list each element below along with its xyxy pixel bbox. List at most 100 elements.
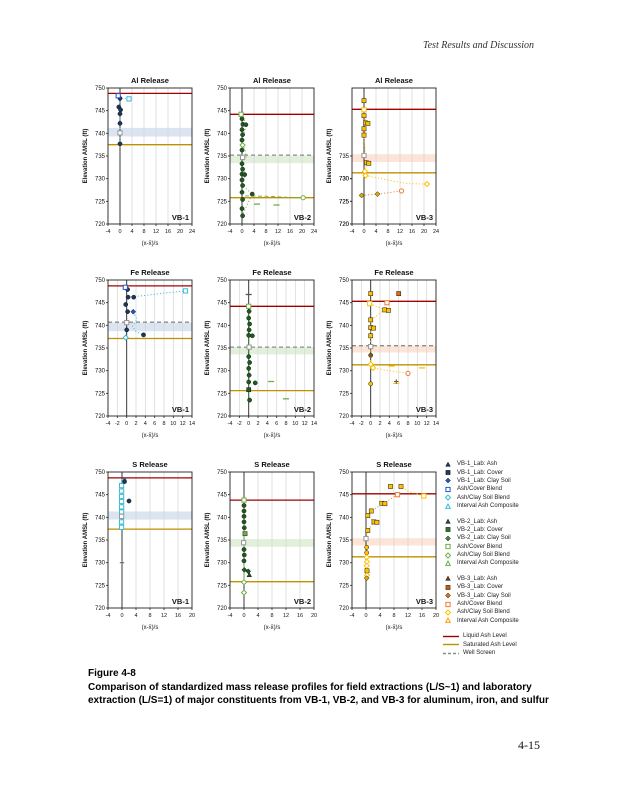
svg-text:20: 20 xyxy=(311,613,317,619)
svg-text:6: 6 xyxy=(397,421,400,427)
svg-text:VB-2: VB-2 xyxy=(294,597,311,606)
svg-text:745: 745 xyxy=(217,493,228,499)
svg-text:12: 12 xyxy=(405,613,411,619)
legend-marker-square-icon xyxy=(445,544,451,550)
svg-text:740: 740 xyxy=(95,131,106,137)
svg-text:-4: -4 xyxy=(350,421,355,427)
svg-text:Fe Release: Fe Release xyxy=(252,268,291,277)
svg-text:12: 12 xyxy=(161,613,167,619)
svg-text:2: 2 xyxy=(134,421,137,427)
legend-marker-triangle-icon xyxy=(445,461,451,467)
svg-text:20: 20 xyxy=(299,229,305,235)
svg-text:750: 750 xyxy=(95,86,106,92)
svg-text:12: 12 xyxy=(275,229,281,235)
legend-item-label: Ash/Cover Blend xyxy=(457,543,503,550)
chart-fe-vb2: 720 725 730 735 740 745 750 -4 -2 0 2 4 6 8 10 12 14 Fe R… xyxy=(202,266,320,458)
svg-text:-4: -4 xyxy=(350,229,355,235)
svg-text:725: 725 xyxy=(339,199,350,205)
svg-text:Elevation AMSL (ft): Elevation AMSL (ft) xyxy=(205,129,211,184)
svg-text:14: 14 xyxy=(189,421,195,427)
svg-text:730: 730 xyxy=(95,369,106,375)
svg-text:750: 750 xyxy=(217,470,228,476)
svg-text:Elevation AMSL (ft): Elevation AMSL (ft) xyxy=(327,513,333,568)
legend-item-label: VB-1_Lab: Cover xyxy=(457,469,504,476)
svg-text:Al Release: Al Release xyxy=(131,76,169,85)
svg-text:8: 8 xyxy=(264,229,267,235)
svg-text:725: 725 xyxy=(217,199,228,205)
svg-text:(x-x̄)/s: (x-x̄)/s xyxy=(142,625,159,631)
svg-text:735: 735 xyxy=(217,346,228,352)
svg-text:12: 12 xyxy=(424,421,430,427)
svg-text:0: 0 xyxy=(120,613,123,619)
legend-marker-square-icon xyxy=(445,486,451,492)
svg-text:24: 24 xyxy=(433,229,439,235)
svg-text:0: 0 xyxy=(362,229,365,235)
svg-text:725: 725 xyxy=(95,391,106,397)
svg-text:8: 8 xyxy=(142,229,145,235)
svg-text:740: 740 xyxy=(217,131,228,137)
legend-item-label: Interval Ash Composite xyxy=(457,560,519,567)
legend-item: VB-3_Lab: Clay Soil xyxy=(442,591,614,599)
svg-text:(x-x̄)/s: (x-x̄)/s xyxy=(386,433,403,439)
svg-text:(x-x̄)/s: (x-x̄)/s xyxy=(142,433,159,439)
svg-text:Al Release: Al Release xyxy=(375,76,413,85)
chart-svg-s-vb1: 720 725 730 735 740 745 750 -4 0 4 8 12 16 20 S Releas… xyxy=(83,460,195,631)
legend-item-label: Ash/Clay Soil Blend xyxy=(457,494,510,501)
svg-text:725: 725 xyxy=(95,583,106,589)
svg-text:VB-1: VB-1 xyxy=(172,405,189,414)
svg-text:740: 740 xyxy=(339,323,350,329)
svg-text:S Release: S Release xyxy=(254,460,289,469)
chart-svg-al-vb1: 720 725 730 735 740 745 750 -4 0 4 8 12 16 20 24 Al Rel… xyxy=(83,76,195,247)
svg-text:10: 10 xyxy=(170,421,176,427)
legend-item: Ash/Cover Blend xyxy=(442,600,614,608)
svg-text:750: 750 xyxy=(339,470,350,476)
legend-item-label: VB-3_Lab: Clay Soil xyxy=(457,592,511,599)
svg-text:20: 20 xyxy=(189,613,195,619)
legend-item: VB-1_Lab: Ash xyxy=(442,460,614,468)
svg-text:745: 745 xyxy=(95,493,106,499)
svg-text:12: 12 xyxy=(397,229,403,235)
svg-text:20: 20 xyxy=(421,229,427,235)
svg-text:720: 720 xyxy=(217,414,228,420)
chart-s-vb3: 720 725 730 735 740 745 750 -4 0 4 8 12 16 20 S Releas… xyxy=(324,458,442,650)
svg-text:-2: -2 xyxy=(359,421,364,427)
svg-text:0: 0 xyxy=(125,421,128,427)
chart-fe-vb3: 720 725 730 735 740 745 750 -4 -2 0 2 4 6 8 10 12 14 Fe R… xyxy=(324,266,442,458)
svg-text:-4: -4 xyxy=(106,421,111,427)
legend-line-dashed-icon xyxy=(443,652,459,654)
legend-line-solid-icon xyxy=(443,635,459,637)
svg-text:6: 6 xyxy=(153,421,156,427)
svg-text:745: 745 xyxy=(339,493,350,499)
svg-text:VB-3: VB-3 xyxy=(416,405,433,414)
legend-marker-triangle-icon xyxy=(445,518,451,524)
figure-caption-block: Figure 4-8 Comparison of standardized ma… xyxy=(88,668,558,707)
legend-item: VB-1_Lab: Cover xyxy=(442,468,614,476)
svg-text:740: 740 xyxy=(95,323,106,329)
svg-text:8: 8 xyxy=(270,613,273,619)
svg-text:VB-2: VB-2 xyxy=(294,213,311,222)
svg-text:16: 16 xyxy=(165,229,171,235)
legend-item-label: VB-2_Lab: Cover xyxy=(457,526,504,533)
svg-text:750: 750 xyxy=(217,278,228,284)
svg-text:720: 720 xyxy=(95,606,106,612)
svg-text:S Release: S Release xyxy=(132,460,167,469)
chart-al-vb2: 720 725 730 735 740 745 750 -4 0 4 8 12 16 20 24 Al Rel… xyxy=(202,74,320,266)
running-header: Test Results and Discussion xyxy=(422,40,534,51)
svg-text:735: 735 xyxy=(339,346,350,352)
svg-text:740: 740 xyxy=(217,323,228,329)
legend-item-label: Ash/Clay Soil Blend xyxy=(457,609,510,616)
legend-marker-diamond-icon xyxy=(445,478,451,484)
legend-marker-triangle-icon xyxy=(444,617,452,624)
svg-text:4: 4 xyxy=(266,421,269,427)
svg-text:16: 16 xyxy=(175,613,181,619)
svg-text:4: 4 xyxy=(130,229,133,235)
svg-text:745: 745 xyxy=(95,109,106,115)
figure-label: Figure 4-8 xyxy=(88,668,136,679)
legend-marker-square-icon xyxy=(445,584,451,590)
legend-item: Interval Ash Composite xyxy=(442,502,614,510)
svg-text:0: 0 xyxy=(242,613,245,619)
legend-line-item: Liquid Ash Level xyxy=(442,632,614,640)
legend-item: VB-3_Lab: Ash xyxy=(442,575,614,583)
svg-text:750: 750 xyxy=(95,278,106,284)
